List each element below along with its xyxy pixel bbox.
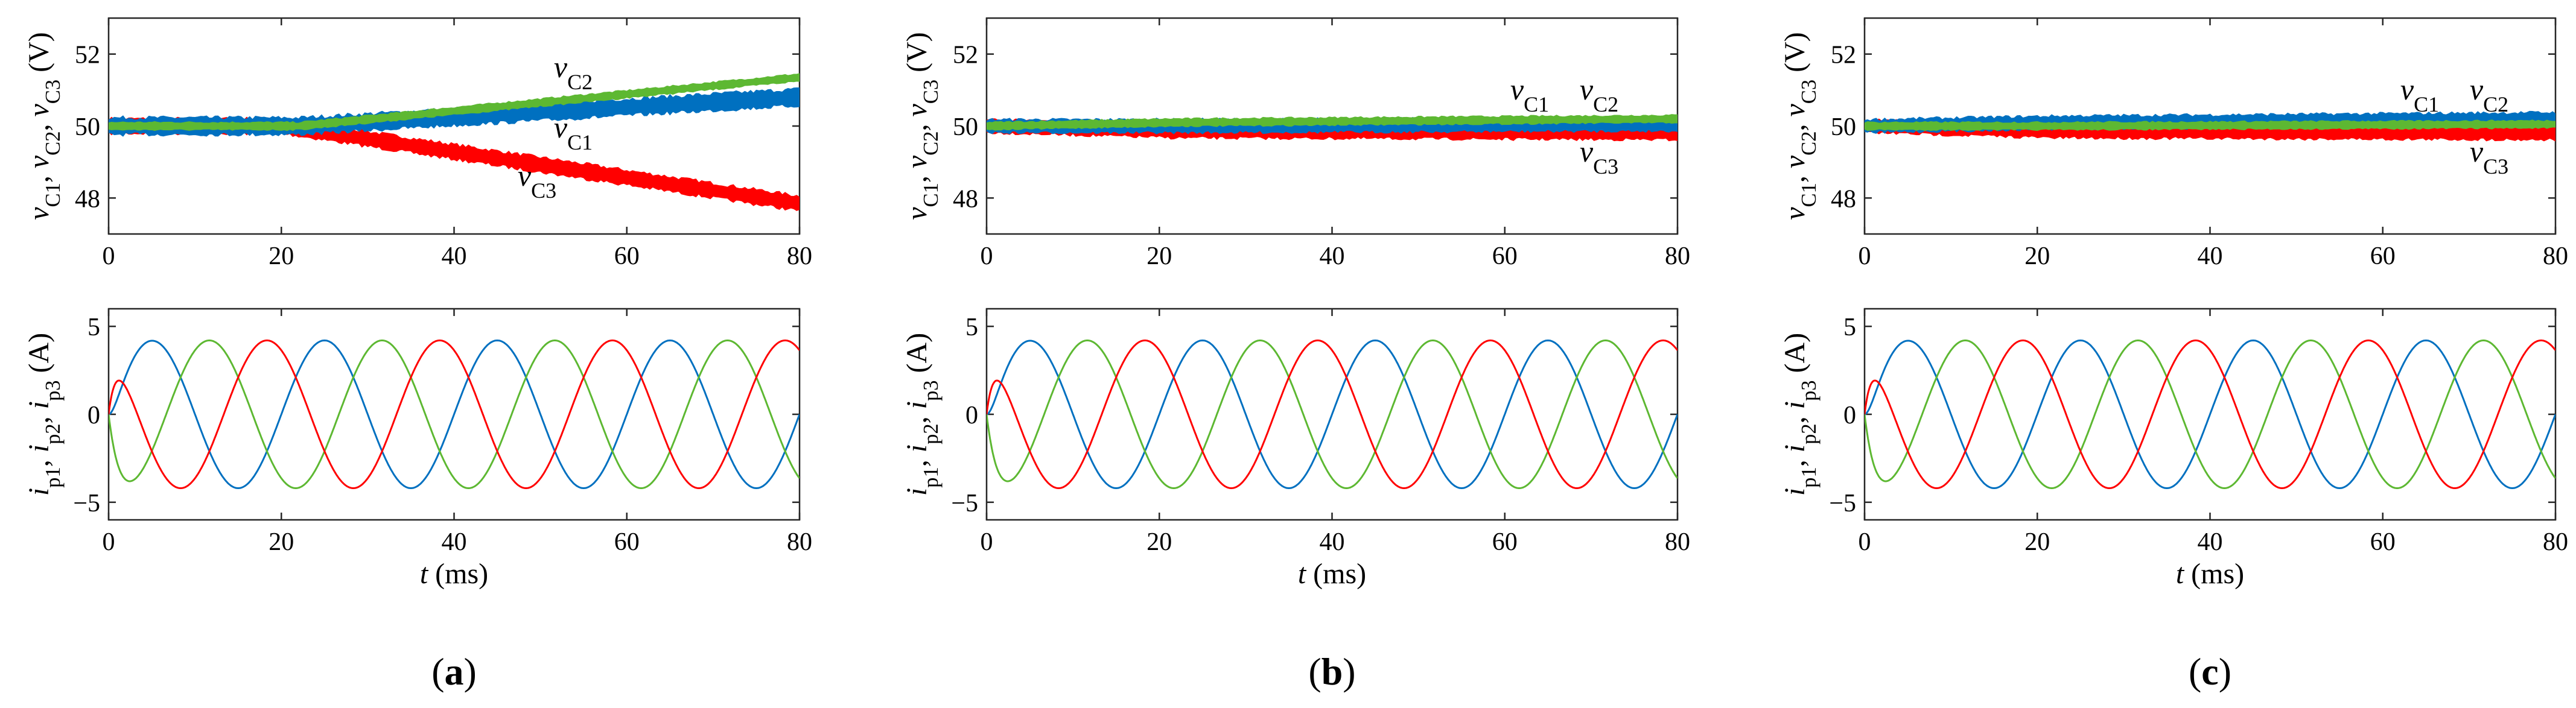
current-c-y-tick-label: 5 [1843,314,1856,341]
current-y-axis-label-a: ip1, ip2, ip3 (A) [23,333,65,496]
current-b-x-tick-label: 20 [1146,528,1172,556]
series-ip3-line-a [109,340,800,489]
voltage-a-x-tick-label: 80 [787,242,812,270]
series-ip2-line-c [1865,340,2555,489]
voltage-a-x-tick-label: 40 [442,242,467,270]
series-ip3-line-b [987,340,1678,489]
current-a-x-tick-label: 80 [787,528,812,556]
label-vC3-b: vC3 [1580,134,1618,179]
voltage-a-x-tick-label: 0 [103,242,115,270]
series-vC2-band-c [1865,119,2555,131]
label-vC3-c: vC3 [2470,134,2508,179]
voltage-c-y-tick-label: 48 [1831,185,1856,213]
current-y-axis-label-c: ip1, ip2, ip3 (A) [1779,333,1821,496]
voltage-c-x-tick-label: 60 [2370,242,2396,270]
current-b-x-tick-label: 80 [1665,528,1690,556]
voltage-a-x-tick-label: 60 [614,242,640,270]
current-c-x-tick-label: 80 [2543,528,2568,556]
current-b-x-tick-label: 0 [981,528,993,556]
current-a-y-tick-label: 0 [87,402,100,429]
voltage-plot-a: 0 20 40 60 80 48 50 52 vC2 vC1 vC3 vC1, vC2, vC3 (V… [23,17,812,270]
voltage-b-x-tick-label: 0 [981,242,993,270]
current-y-axis-label-b: ip1, ip2, ip3 (A) [901,333,943,496]
label-vC2-c: vC2 [2470,72,2508,116]
current-c-y-tick-label: 0 [1843,402,1856,429]
series-ip3-line-c [1865,340,2555,489]
caption-c: (c) [2189,650,2231,693]
current-x-axis-label-a: t (ms) [420,558,488,590]
series-ip2-line-b [987,340,1678,489]
current-a-x-tick-label: 20 [269,528,294,556]
current-a-y-tick-label: 5 [87,314,100,341]
voltage-c-y-tick-label: 50 [1831,113,1856,141]
label-vC2-a: vC2 [554,50,593,94]
series-vC2-band-b [987,114,1678,131]
series-ip2-line-a [109,340,800,489]
label-vC3-a: vC3 [518,159,556,203]
series-ip1-line-c [1865,339,2555,490]
caption-b: (b) [1308,650,1355,693]
current-c-x-tick-label: 40 [2198,528,2223,556]
label-vC1-a: vC1 [554,110,593,154]
series-ip1-line-b [987,339,1678,490]
voltage-c-x-tick-label: 0 [1859,242,1871,270]
current-b-y-tick-label: 0 [965,402,978,429]
voltage-y-axis-label-a: vC1, vC2, vC3 (V) [23,32,65,220]
current-c-y-tick-label: −5 [1829,490,1856,517]
current-a-x-tick-label: 0 [103,528,115,556]
current-c-x-tick-label: 20 [2024,528,2050,556]
current-a-x-tick-label: 40 [442,528,467,556]
current-a-x-tick-label: 60 [614,528,640,556]
voltage-b-y-tick-label: 50 [953,113,978,141]
voltage-b-x-tick-label: 80 [1665,242,1690,270]
voltage-b-x-tick-label: 60 [1492,242,1518,270]
voltage-a-x-tick-label: 20 [269,242,294,270]
current-c-x-tick-label: 0 [1859,528,1871,556]
current-c-x-tick-label: 60 [2370,528,2396,556]
voltage-y-axis-label-b: vC1, vC2, vC3 (V) [901,32,943,220]
current-b-x-tick-label: 60 [1492,528,1518,556]
voltage-c-y-tick-label: 52 [1831,42,1856,69]
current-b-x-tick-label: 40 [1320,528,1345,556]
voltage-c-x-tick-label: 80 [2543,242,2568,270]
voltage-b-y-tick-label: 52 [953,42,978,69]
voltage-y-axis-label-c: vC1, vC2, vC3 (V) [1779,32,1821,220]
series-ip1-line-a [109,339,800,490]
voltage-b-x-tick-label: 20 [1146,242,1172,270]
current-a-y-tick-label: −5 [73,490,100,517]
label-vC2-b: vC2 [1580,72,1618,116]
series-vC2-band-a [109,73,800,131]
current-x-axis-label-c: t (ms) [2176,558,2244,590]
current-b-y-tick-label: 5 [965,314,978,341]
voltage-b-x-tick-label: 40 [1320,242,1345,270]
voltage-plot-b: 0 20 40 60 80 48 50 52 vC1 vC2 vC3 vC1, vC2, vC3 (V… [901,17,1690,270]
voltage-a-y-tick-label: 50 [75,113,100,141]
caption-a: (a) [431,650,477,693]
voltage-plot-c: 0 20 40 60 80 48 50 52 vC1 vC2 vC3 vC1, vC2, vC3 (V… [1779,17,2568,270]
current-b-y-tick-label: −5 [951,490,978,517]
label-vC1-c: vC1 [2400,72,2439,116]
label-vC1-b: vC1 [1510,72,1549,116]
voltage-a-y-tick-label: 48 [75,185,100,213]
voltage-a-y-tick-label: 52 [75,42,100,69]
voltage-b-y-tick-label: 48 [953,185,978,213]
current-x-axis-label-b: t (ms) [1298,558,1366,590]
voltage-c-x-tick-label: 20 [2024,242,2050,270]
voltage-c-x-tick-label: 40 [2198,242,2223,270]
